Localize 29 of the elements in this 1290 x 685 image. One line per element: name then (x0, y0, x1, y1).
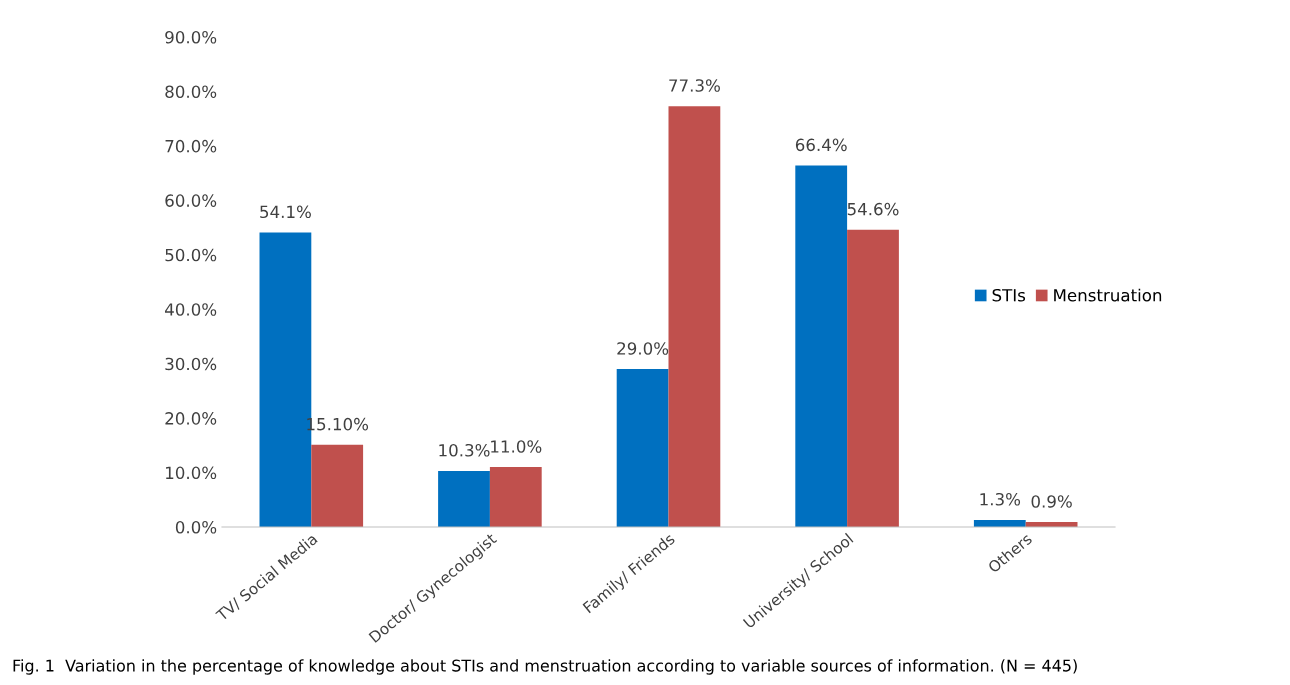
y-tick-label: 20.0% (165, 412, 217, 425)
bar (795, 165, 848, 527)
bar (311, 444, 364, 527)
caption: Fig. 1 Variation in the percentage of knowledge about STIs and menstruation according to variable sources of information. (N = 445) (13, 659, 1077, 675)
bar (438, 470, 490, 527)
data-label: 1.3% (980, 492, 1021, 506)
y-tick-label: 60.0% (165, 194, 217, 207)
y-tick-label: 50.0% (165, 248, 217, 262)
y-tick-label: 10.0% (166, 466, 217, 480)
data-label: 11.0% (491, 440, 542, 453)
data-label: 10.3% (439, 443, 490, 457)
data-label: 54.6% (847, 202, 899, 216)
legend-label: Menstruation (1054, 288, 1162, 302)
y-tick-label: 70.0% (165, 139, 217, 153)
bar (668, 106, 721, 527)
data-label: 29.0% (617, 342, 669, 355)
y-tick-label: 40.0% (165, 303, 217, 316)
data-label: 0.9% (1031, 495, 1072, 508)
bar (489, 467, 542, 527)
y-tick-label: 90.0% (165, 30, 217, 44)
y-tick-label: 30.0% (165, 357, 217, 371)
bar (847, 229, 899, 527)
data-label: 66.4% (795, 138, 847, 152)
data-label: 77.3% (669, 79, 720, 92)
legend-label: STIs (992, 288, 1026, 302)
y-tick-label: 0.0% (175, 520, 217, 534)
y-tick-label: 80.0% (165, 85, 217, 99)
data-label: 54.1% (260, 205, 311, 219)
bar (616, 369, 669, 527)
